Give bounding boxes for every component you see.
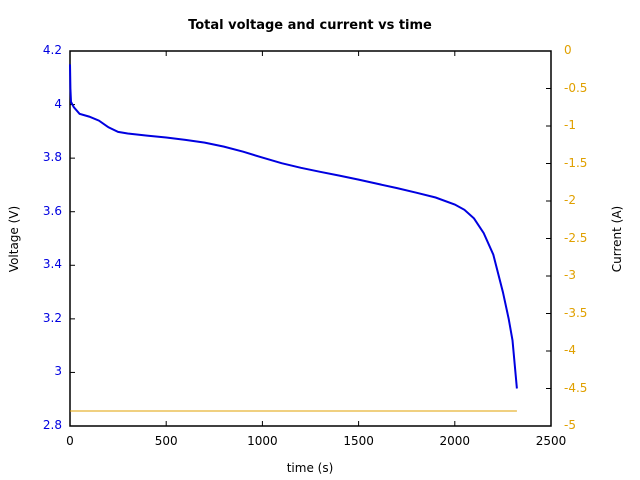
y2-tick-label: -0.5 [564, 80, 588, 95]
y2-tick-label: -3 [564, 268, 576, 282]
y-tick-label: 3.2 [42, 310, 62, 325]
y2-tick-label: -4.5 [564, 380, 588, 395]
y-tick-label: 3.8 [42, 150, 62, 165]
x-tick-label: 1500 [343, 434, 374, 448]
y-tick-label: 3.6 [42, 203, 62, 218]
voltage-line [69, 64, 518, 389]
y2-tick-label: -5 [564, 418, 576, 432]
y2-tick-label: -4 [564, 343, 576, 357]
x-tick-label: 0 [66, 434, 74, 448]
y2-tick-label: -1.5 [564, 155, 588, 170]
x-tick-label: 2500 [535, 434, 567, 448]
y2-tick-label: 0 [564, 43, 572, 57]
chart-title: Total voltage and current vs time [188, 18, 432, 33]
y2-tick-label: -2 [564, 193, 576, 207]
y-tick-label: 4 [54, 96, 62, 111]
y-tick-label: 2.8 [42, 418, 62, 432]
y2-axis-label: Current (A) [610, 205, 624, 273]
y2-tick-label: -1 [564, 118, 576, 132]
x-tick-label: 2000 [439, 434, 471, 448]
y2-tick-label: -3.5 [564, 305, 588, 320]
x-tick-label: 500 [154, 434, 178, 448]
x-tick-label: 1000 [247, 434, 278, 448]
x-axis-label: time (s) [286, 461, 334, 475]
y-tick-label: 3.4 [42, 257, 62, 272]
y-tick-label: 4.2 [42, 43, 62, 57]
y2-tick-label: -2.5 [564, 230, 588, 245]
y-tick-label: 3 [54, 364, 62, 379]
